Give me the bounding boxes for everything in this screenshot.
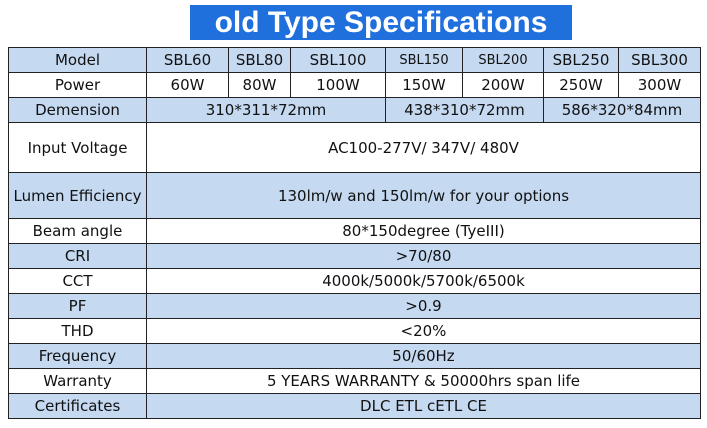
row-label: Demension (8, 97, 147, 123)
table-row: Frequency 50/60Hz (8, 343, 701, 369)
table-row: Beam angle 80*150degree (TyeIII) (8, 218, 701, 244)
table-body: Model SBL60 SBL80 SBL100 SBL150 SBL200 SBL250 S… (8, 47, 701, 419)
table-row: Lumen Efficiency 130lm/w and 150lm/w for … (8, 172, 701, 219)
row-label: Warranty (8, 368, 147, 394)
row-label: CCT (8, 268, 147, 294)
cell: 4000k/5000k/5700k/6500k (146, 268, 701, 294)
cell: SBL100 (290, 47, 386, 73)
cell: 100W (290, 72, 386, 98)
cell: 310*311*72mm (146, 97, 386, 123)
cell: 200W (462, 72, 544, 98)
table-row: CCT 4000k/5000k/5700k/6500k (8, 268, 701, 294)
cell: 250W (543, 72, 619, 98)
cell: 80W (228, 72, 291, 98)
cell: AC100-277V/ 347V/ 480V (146, 122, 701, 173)
row-label: PF (8, 293, 147, 319)
row-label: Model (8, 47, 147, 73)
cell: SBL80 (228, 47, 291, 73)
row-label: THD (8, 318, 147, 344)
cell: <20% (146, 318, 701, 344)
cell: 50/60Hz (146, 343, 701, 369)
cell: 438*310*72mm (385, 97, 544, 123)
cell: 130lm/w and 150lm/w for your options (146, 172, 701, 219)
row-label: Certificates (8, 393, 147, 419)
table-row: CRI >70/80 (8, 243, 701, 269)
cell: >0.9 (146, 293, 701, 319)
cell: SBL300 (618, 47, 701, 73)
cell: DLC ETL cETL CE (146, 393, 701, 419)
cell: 150W (385, 72, 463, 98)
row-label: Frequency (8, 343, 147, 369)
table-row: Warranty 5 YEARS WARRANTY & 50000hrs span… (8, 368, 701, 394)
row-label: Beam angle (8, 218, 147, 244)
cell: SBL200 (462, 47, 544, 73)
cell: 586*320*84mm (543, 97, 701, 123)
table-row: Power 60W 80W 100W 150W 200W 250W 300W (8, 72, 701, 98)
cell: 5 YEARS WARRANTY & 50000hrs span life (146, 368, 701, 394)
spec-table: Model SBL60 SBL80 SBL100 SBL150 SBL200 SBL250 S… (8, 47, 701, 419)
row-label: Input Voltage (8, 122, 147, 173)
table-row: Model SBL60 SBL80 SBL100 SBL150 SBL200 SBL250 S… (8, 47, 701, 73)
table-row: THD <20% (8, 318, 701, 344)
cell: 300W (618, 72, 701, 98)
cell: >70/80 (146, 243, 701, 269)
cell: SBL250 (543, 47, 619, 73)
table-row: Input Voltage AC100-277V/ 347V/ 480V (8, 122, 701, 173)
cell: SBL60 (146, 47, 229, 73)
cell: 80*150degree (TyeIII) (146, 218, 701, 244)
table-row: Certificates DLC ETL cETL CE (8, 393, 701, 419)
row-label: CRI (8, 243, 147, 269)
title-banner: old Type Specifications (190, 5, 572, 40)
cell: 60W (146, 72, 229, 98)
cell: SBL150 (385, 47, 463, 73)
row-label: Power (8, 72, 147, 98)
table-row: PF >0.9 (8, 293, 701, 319)
row-label: Lumen Efficiency (8, 172, 147, 219)
table-row: Demension 310*311*72mm 438*310*72mm 586*320… (8, 97, 701, 123)
